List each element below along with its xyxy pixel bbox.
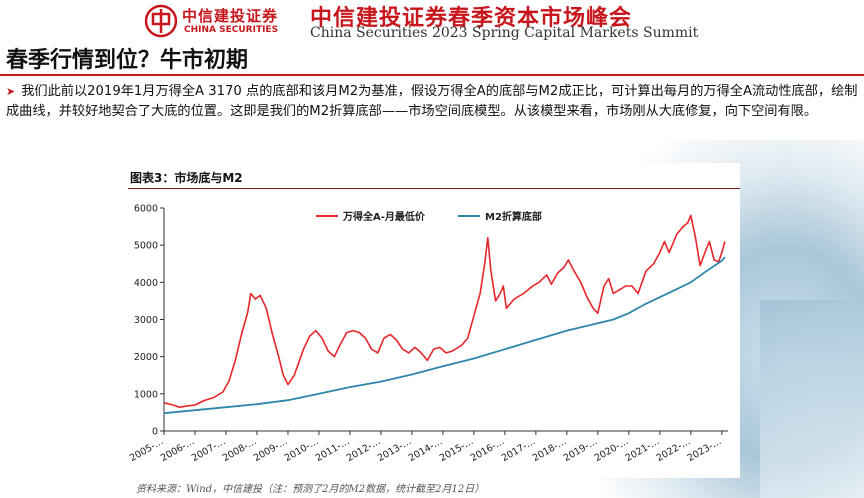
- arrow-bullet-icon: ➤: [6, 85, 16, 98]
- x-tick-label: 2016-…: [469, 436, 507, 464]
- header: 中信建投证券 CHINA SECURITIES 中信建投证券春季资本市场峰会 C…: [0, 0, 864, 44]
- x-tick-label: 2023-…: [686, 436, 724, 464]
- x-tick-label: 2022-…: [655, 436, 693, 464]
- logo-cn-text: 中信建投证券: [182, 7, 279, 25]
- x-tick-label: 2006-…: [159, 436, 197, 464]
- legend-label: M2折算底部: [485, 210, 542, 223]
- summit-title-cn: 中信建投证券春季资本市场峰会: [310, 5, 633, 31]
- x-tick-label: 2009-…: [252, 436, 290, 464]
- series-line-m2-bottom: [163, 256, 726, 415]
- market-bottom-m2-chart: 01000200030004000500060002005-…2006-…200…: [128, 204, 728, 464]
- y-tick-label: 6000: [134, 204, 158, 215]
- x-tick-label: 2010-…: [283, 436, 321, 464]
- background-water-highlight: [760, 300, 864, 498]
- y-tick-label: 2000: [134, 352, 158, 363]
- x-tick-label: 2013-…: [376, 436, 414, 464]
- title-divider: [0, 74, 864, 76]
- company-seal-icon: [144, 4, 178, 38]
- x-tick-label: 2012-…: [345, 436, 383, 464]
- source-note: 资料来源：Wind，中信建投（注：预测了2月的M2数据，统计截至2月12日）: [136, 484, 485, 495]
- x-tick-label: 2018-…: [531, 436, 569, 464]
- page-title: 春季行情到位？牛市初期: [6, 48, 249, 73]
- y-tick-label: 0: [152, 427, 158, 438]
- series-line-wind-a-low: [163, 214, 726, 408]
- chart-title-divider: [128, 188, 740, 189]
- chart-title: 图表3：市场底与M2: [130, 171, 243, 185]
- y-tick-label: 1000: [134, 389, 158, 400]
- x-tick-label: 2021-…: [624, 436, 662, 464]
- y-tick-label: 5000: [134, 241, 158, 252]
- y-tick-label: 4000: [134, 278, 158, 289]
- logo-en-text: CHINA SECURITIES: [184, 25, 279, 35]
- x-tick-label: 2014-…: [407, 436, 445, 464]
- summit-title-en: China Securities 2023 Spring Capital Mar…: [310, 25, 699, 41]
- x-tick-label: 2015-…: [438, 436, 476, 464]
- x-tick-label: 2019-…: [562, 436, 600, 464]
- x-tick-label: 2017-…: [500, 436, 538, 464]
- x-tick-label: 2007-…: [190, 436, 228, 464]
- bullet-paragraph: ➤ 我们此前以2019年1月万得全A 3170 点的底部和该月M2为基准，假设万得…: [6, 82, 858, 122]
- chart-panel: 图表3：市场底与M2 0 1000 2000 3000 4000 5000 6000 2005…: [128, 163, 740, 478]
- x-tick-label: 2020-…: [593, 436, 631, 464]
- bullet-text: 我们此前以2019年1月万得全A 3170 点的底部和该月M2为基准，假设万得全…: [6, 84, 858, 119]
- x-tick-label: 2008-…: [221, 436, 259, 464]
- x-tick-label: 2005-…: [128, 436, 166, 464]
- y-tick-label: 3000: [134, 315, 158, 326]
- legend-label: 万得全A-月最低价: [342, 210, 426, 223]
- x-tick-label: 2011-…: [314, 436, 352, 464]
- company-logo: 中信建投证券 CHINA SECURITIES: [144, 4, 304, 40]
